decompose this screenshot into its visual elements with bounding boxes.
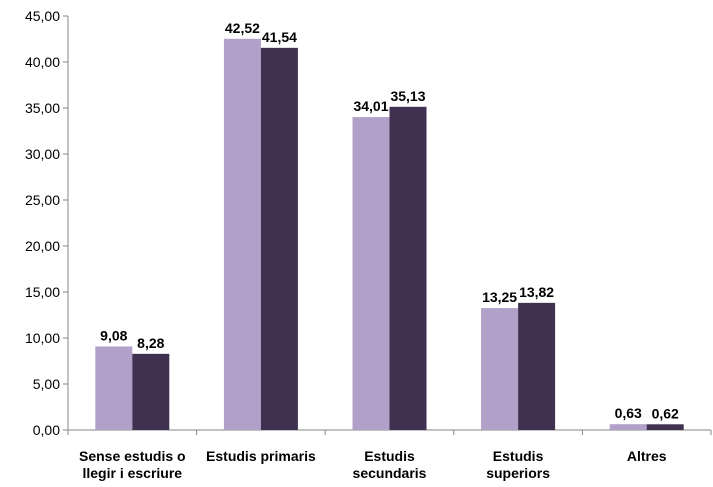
x-tick-label: Estudis primaris xyxy=(206,448,316,464)
x-tick-label: Estudis xyxy=(364,448,415,464)
data-label: 0,62 xyxy=(652,405,679,421)
y-tick-label: 25,00 xyxy=(25,192,60,208)
data-label: 0,63 xyxy=(615,405,642,421)
x-tick-label: secundaris xyxy=(353,465,427,481)
y-tick-label: 15,00 xyxy=(25,284,60,300)
x-tick-label: Estudis xyxy=(493,448,544,464)
bar-series-2-3 xyxy=(389,106,427,430)
data-label: 41,54 xyxy=(262,29,297,45)
y-tick-label: 5,00 xyxy=(33,376,60,392)
bar-series-1-3 xyxy=(352,117,390,430)
data-label: 42,52 xyxy=(225,20,260,36)
x-tick-label: Altres xyxy=(627,448,667,464)
x-tick-label: llegir i escriure xyxy=(82,465,182,481)
data-label: 13,82 xyxy=(519,284,554,300)
bar-series-2-4 xyxy=(518,302,556,430)
y-tick-label: 0,00 xyxy=(33,422,60,438)
bar-series-2-1 xyxy=(132,353,170,430)
data-label: 34,01 xyxy=(353,98,388,114)
bar-series-2-5 xyxy=(646,424,684,430)
y-tick-label: 10,00 xyxy=(25,330,60,346)
y-tick-label: 30,00 xyxy=(25,146,60,162)
bar-series-1-1 xyxy=(95,346,133,430)
bar-series-1-4 xyxy=(481,308,519,430)
y-tick-label: 35,00 xyxy=(25,100,60,116)
bar-series-2-2 xyxy=(260,47,298,430)
x-tick-label: Sense estudis o xyxy=(79,448,186,464)
data-label: 9,08 xyxy=(100,327,127,343)
y-tick-label: 45,00 xyxy=(25,8,60,24)
bar-series-1-5 xyxy=(609,424,647,430)
x-tick-label: superiors xyxy=(486,465,550,481)
data-label: 35,13 xyxy=(390,88,425,104)
y-tick-label: 40,00 xyxy=(25,54,60,70)
y-tick-label: 20,00 xyxy=(25,238,60,254)
data-label: 13,25 xyxy=(482,289,517,305)
data-label: 8,28 xyxy=(137,335,164,351)
bar-series-1-2 xyxy=(223,38,261,430)
